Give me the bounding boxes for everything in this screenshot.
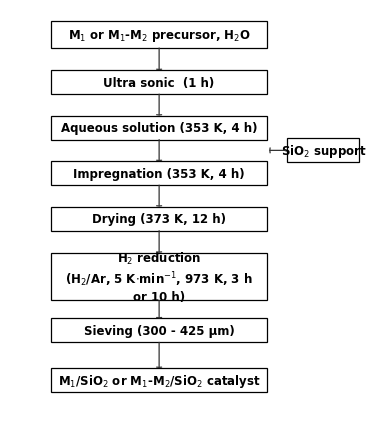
Text: Impregnation (353 K, 4 h): Impregnation (353 K, 4 h) <box>73 167 245 180</box>
Text: H$_2$ reduction
(H$_2$/Ar, 5 K$\cdot$min$^{-1}$, 973 K, 3 h
or 10 h): H$_2$ reduction (H$_2$/Ar, 5 K$\cdot$min… <box>65 251 253 303</box>
Text: M$_1$ or M$_1$-M$_2$ precursor, H$_2$O: M$_1$ or M$_1$-M$_2$ precursor, H$_2$O <box>68 28 250 43</box>
Text: M$_1$/SiO$_2$ or M$_1$-M$_2$/SiO$_2$ catalyst: M$_1$/SiO$_2$ or M$_1$-M$_2$/SiO$_2$ cat… <box>58 372 261 389</box>
Bar <box>51 253 267 301</box>
Bar <box>51 71 267 95</box>
Bar <box>51 368 267 392</box>
Bar <box>51 162 267 186</box>
Text: SiO$_2$ support: SiO$_2$ support <box>280 142 366 160</box>
Text: Drying (373 K, 12 h): Drying (373 K, 12 h) <box>92 213 226 226</box>
Bar <box>51 117 267 140</box>
Bar <box>51 22 267 49</box>
Bar <box>287 139 359 163</box>
Bar <box>51 319 267 343</box>
Text: Sieving (300 - 425 μm): Sieving (300 - 425 μm) <box>84 324 235 337</box>
Text: Aqueous solution (353 K, 4 h): Aqueous solution (353 K, 4 h) <box>61 122 258 135</box>
Bar <box>51 207 267 231</box>
Text: Ultra sonic  (1 h): Ultra sonic (1 h) <box>103 77 215 89</box>
